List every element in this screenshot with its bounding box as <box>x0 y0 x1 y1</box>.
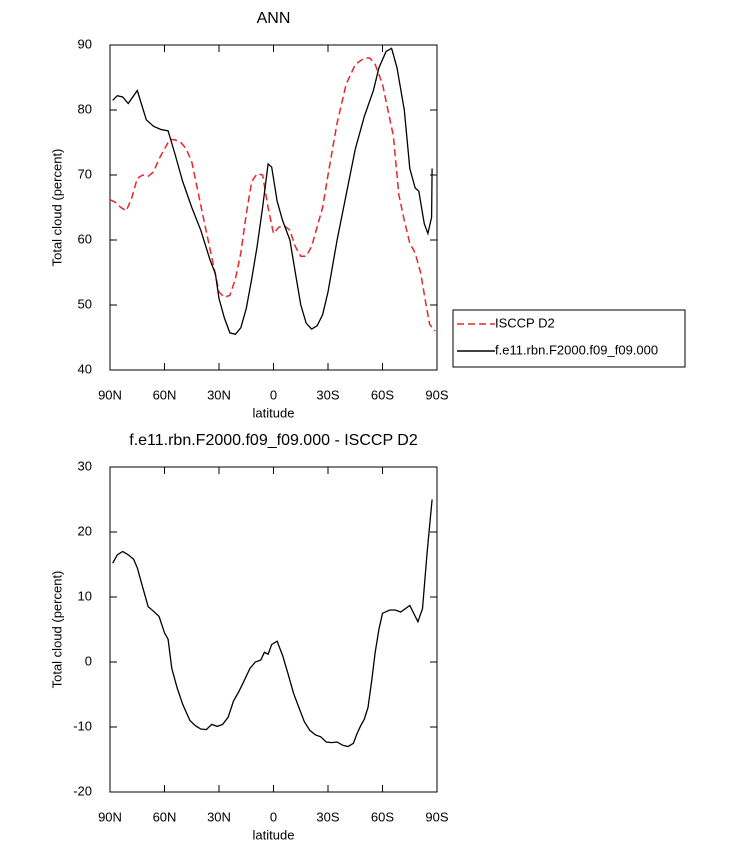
y-tick-label: 70 <box>78 166 92 181</box>
y-tick-label: 30 <box>78 458 92 473</box>
y-tick-label: 50 <box>78 296 92 311</box>
data-line <box>112 499 433 748</box>
legend-label: f.e11.rbn.F2000.f09_f09.000 <box>495 342 658 357</box>
x-tick-label: 90N <box>98 809 122 824</box>
x-axis-label: latitude <box>253 827 295 842</box>
x-tick-label: 90N <box>98 387 122 402</box>
y-axis-label: Total cloud (percent) <box>49 571 64 689</box>
x-tick-label: 0 <box>270 809 277 824</box>
y-tick-label: 10 <box>78 588 92 603</box>
y-tick-label: -20 <box>73 783 92 798</box>
x-tick-label: 30N <box>207 387 231 402</box>
data-line <box>112 47 433 336</box>
legend-box <box>452 309 686 368</box>
y-tick-label: 90 <box>78 36 92 51</box>
y-tick-label: 60 <box>78 231 92 246</box>
x-tick-label: 90S <box>425 809 448 824</box>
y-axis-label: Total cloud (percent) <box>49 149 64 267</box>
x-tick-label: 30S <box>316 809 339 824</box>
x-tick-label: 60N <box>153 809 177 824</box>
chart-title: f.e11.rbn.F2000.f09_f09.000 - ISCCP D2 <box>129 432 418 449</box>
x-tick-label: 60S <box>371 387 394 402</box>
x-tick-label: 60N <box>153 387 177 402</box>
x-tick-label: 0 <box>270 387 277 402</box>
x-tick-label: 30N <box>207 809 231 824</box>
legend-label: ISCCP D2 <box>495 315 555 330</box>
y-tick-label: -10 <box>73 718 92 733</box>
y-tick-label: 20 <box>78 523 92 538</box>
x-tick-label: 60S <box>371 809 394 824</box>
y-tick-label: 80 <box>78 101 92 116</box>
chart-title: ANN <box>257 10 291 27</box>
x-tick-label: 90S <box>425 387 448 402</box>
y-tick-label: 0 <box>85 653 92 668</box>
y-tick-label: 40 <box>78 361 92 376</box>
x-tick-label: 30S <box>316 387 339 402</box>
plot-frame <box>109 466 438 793</box>
plot-frame <box>109 44 438 371</box>
x-axis-label: latitude <box>253 405 295 420</box>
data-line <box>109 57 436 332</box>
